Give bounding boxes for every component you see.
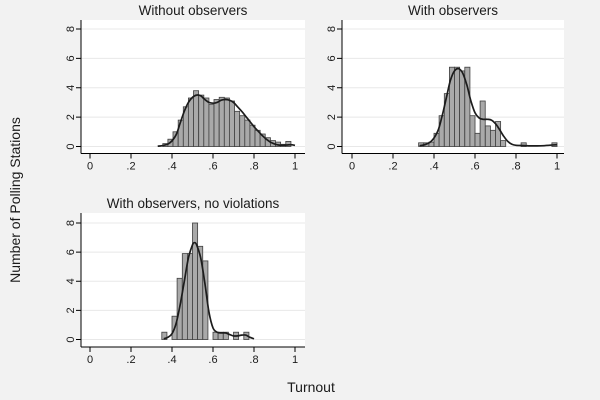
y-tick-label: 8 — [326, 26, 338, 32]
y-tick-label: 4 — [65, 85, 77, 91]
x-tick-label: 1 — [554, 161, 560, 173]
y-axis-label: Number of Polling Stations — [7, 117, 23, 283]
histogram-bar — [469, 115, 476, 147]
y-tick-label: 0 — [65, 336, 77, 342]
y-tick-label: 6 — [65, 55, 77, 61]
histogram-bar — [489, 129, 496, 147]
x-tick-label: .6 — [208, 354, 217, 366]
x-tick-label: .2 — [126, 354, 135, 366]
histogram-bar — [213, 99, 220, 147]
panel-without-observers: 0 2 4 6 8 0 .2 .4 .6 .8 1 — [65, 20, 305, 173]
density-curve — [157, 94, 296, 148]
x-tick-label: .4 — [167, 161, 176, 173]
histogram-bar — [212, 331, 219, 340]
histogram-bar — [187, 97, 194, 147]
histogram-bar — [208, 104, 215, 147]
density-curve — [419, 67, 558, 147]
histogram-bar — [223, 97, 230, 147]
x-tick-label: 0 — [349, 161, 355, 173]
x-tick-label: .6 — [208, 161, 217, 173]
x-axis-label: Turnout — [287, 379, 335, 395]
x-tick-label: 0 — [87, 354, 93, 366]
y-tick-label: 8 — [65, 26, 77, 32]
histogram-bar — [495, 121, 502, 147]
x-tick-label: .2 — [126, 161, 135, 173]
histogram-bar — [474, 132, 481, 147]
density-curve — [163, 241, 255, 340]
histogram-bar — [520, 142, 527, 147]
panel-with-observers-no-violations: 0 2 4 6 8 0 .2 .4 .6 .8 1 — [65, 213, 305, 366]
histogram-bar — [228, 100, 235, 147]
x-tick-label: 1 — [292, 161, 298, 173]
panel-title-with-observers-no-violations: With observers, no violations — [107, 196, 280, 211]
x-tick-label: .4 — [167, 354, 176, 366]
y-tick-label: 8 — [65, 220, 77, 226]
histogram-bar — [192, 222, 199, 340]
histogram-bar — [249, 124, 256, 147]
histogram-bar — [239, 115, 246, 147]
panel-title-with-observers: With observers — [408, 3, 498, 18]
histogram-bar — [186, 253, 193, 340]
panel-with-observers: 0 2 4 6 8 0 .2 .4 .6 .8 1 — [326, 20, 564, 173]
x-tick-label: .8 — [511, 161, 520, 173]
histogram-bar — [198, 94, 205, 147]
histogram-bar — [234, 110, 241, 148]
x-tick-label: .8 — [249, 161, 258, 173]
histogram-bar — [459, 70, 466, 147]
histogram-bar — [500, 140, 507, 147]
y-tick-label: 6 — [326, 55, 338, 61]
x-tick-label: 0 — [87, 161, 93, 173]
y-tick-label: 4 — [65, 278, 77, 284]
histogram-bar — [203, 97, 210, 147]
y-tick-label: 0 — [326, 143, 338, 149]
histogram-bar — [218, 96, 225, 147]
histogram-bar — [464, 66, 471, 147]
panel-title-without-observers: Without observers — [139, 3, 248, 18]
y-tick-label: 2 — [326, 114, 338, 120]
histogram-bar — [484, 125, 491, 147]
y-tick-label: 2 — [65, 114, 77, 120]
x-tick-label: 1 — [292, 354, 298, 366]
x-tick-label: .4 — [429, 161, 438, 173]
y-tick-label: 4 — [326, 85, 338, 91]
x-tick-label: .2 — [388, 161, 397, 173]
histogram-bar — [193, 90, 200, 147]
histogram-bar — [454, 66, 461, 147]
histogram-bar — [244, 119, 251, 147]
y-tick-label: 6 — [65, 249, 77, 255]
y-tick-label: 2 — [65, 307, 77, 313]
histogram-bar — [479, 100, 486, 147]
x-tick-label: .6 — [470, 161, 479, 173]
y-tick-label: 0 — [65, 143, 77, 149]
x-tick-label: .8 — [249, 354, 258, 366]
